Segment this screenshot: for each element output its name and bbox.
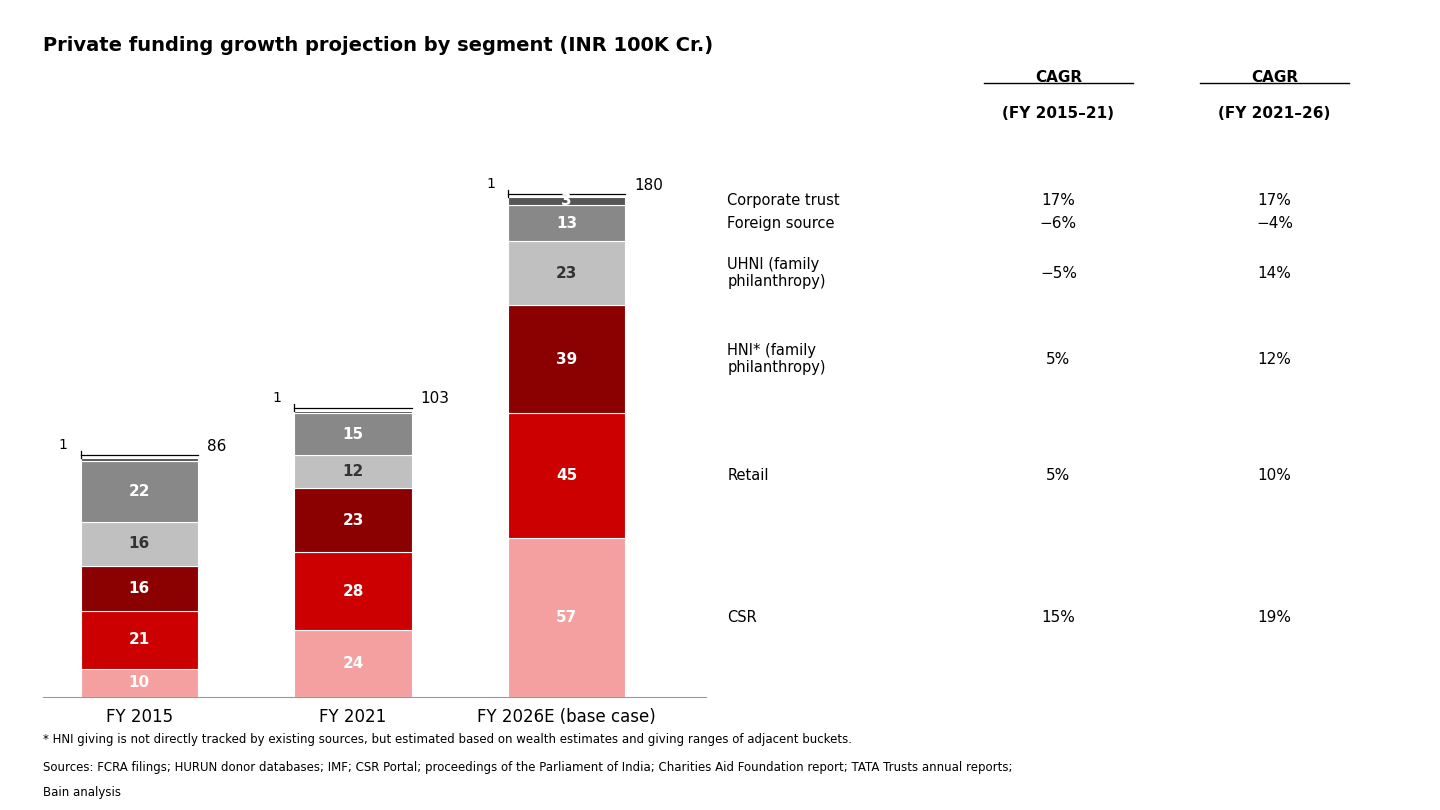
Text: 17%: 17% — [1041, 194, 1076, 208]
Bar — [294, 552, 412, 630]
Text: −4%: −4% — [1256, 215, 1293, 231]
Bar — [294, 488, 412, 552]
Text: 15%: 15% — [1041, 610, 1076, 625]
Text: 1: 1 — [487, 177, 495, 191]
Text: Sources: FCRA filings; HURUN donor databases; IMF; CSR Portal; proceedings of th: Sources: FCRA filings; HURUN donor datab… — [43, 761, 1012, 774]
Bar — [508, 205, 625, 241]
Text: 10%: 10% — [1257, 468, 1292, 484]
Bar — [294, 411, 412, 413]
Bar — [294, 455, 412, 488]
Text: (FY 2015–21): (FY 2015–21) — [1002, 106, 1115, 121]
Text: 22: 22 — [128, 484, 150, 499]
Bar — [508, 197, 625, 205]
Text: 1: 1 — [59, 438, 68, 452]
Text: 17%: 17% — [1257, 194, 1292, 208]
Text: 24: 24 — [343, 656, 364, 671]
Text: 103: 103 — [420, 391, 449, 407]
Text: (FY 2021–26): (FY 2021–26) — [1218, 106, 1331, 121]
Text: 23: 23 — [556, 266, 577, 280]
Bar — [81, 522, 199, 566]
Text: Private funding growth projection by segment (INR 100K Cr.): Private funding growth projection by seg… — [43, 36, 713, 55]
Text: 10: 10 — [128, 676, 150, 690]
Text: CAGR: CAGR — [1251, 70, 1297, 85]
Bar — [508, 413, 625, 539]
Text: 180: 180 — [634, 177, 662, 193]
Bar — [81, 458, 199, 461]
Text: 28: 28 — [343, 583, 364, 599]
Text: Corporate trust: Corporate trust — [727, 194, 840, 208]
Text: 5%: 5% — [1047, 352, 1070, 367]
Text: 57: 57 — [556, 610, 577, 625]
Bar — [294, 413, 412, 455]
Text: 5%: 5% — [1047, 468, 1070, 484]
Text: −5%: −5% — [1040, 266, 1077, 280]
Text: 13: 13 — [556, 215, 577, 231]
Text: * HNI giving is not directly tracked by existing sources, but estimated based on: * HNI giving is not directly tracked by … — [43, 733, 852, 746]
Text: CSR: CSR — [727, 610, 757, 625]
Text: Foreign source: Foreign source — [727, 215, 835, 231]
Bar — [81, 611, 199, 669]
Text: 45: 45 — [556, 468, 577, 484]
Text: 23: 23 — [343, 513, 364, 528]
Text: 1: 1 — [272, 391, 281, 405]
Text: 19%: 19% — [1257, 610, 1292, 625]
Bar — [294, 630, 412, 697]
Bar — [508, 305, 625, 413]
Text: 86: 86 — [207, 438, 226, 454]
Bar — [81, 566, 199, 611]
Text: HNI* (family
philanthropy): HNI* (family philanthropy) — [727, 343, 825, 375]
Text: 21: 21 — [128, 632, 150, 647]
Text: 16: 16 — [128, 581, 150, 596]
Bar — [81, 669, 199, 697]
Bar — [508, 539, 625, 697]
Text: 3: 3 — [562, 194, 572, 208]
Text: 12%: 12% — [1257, 352, 1292, 367]
Text: −6%: −6% — [1040, 215, 1077, 231]
Text: 14%: 14% — [1257, 266, 1292, 280]
Bar — [81, 461, 199, 522]
Text: Retail: Retail — [727, 468, 769, 484]
Text: CAGR: CAGR — [1035, 70, 1081, 85]
Text: 39: 39 — [556, 352, 577, 367]
Text: 12: 12 — [343, 464, 364, 480]
Text: 15: 15 — [343, 427, 363, 441]
Text: UHNI (family
philanthropy): UHNI (family philanthropy) — [727, 257, 825, 289]
Bar — [508, 241, 625, 305]
Text: 16: 16 — [128, 536, 150, 552]
Text: Bain analysis: Bain analysis — [43, 786, 121, 799]
